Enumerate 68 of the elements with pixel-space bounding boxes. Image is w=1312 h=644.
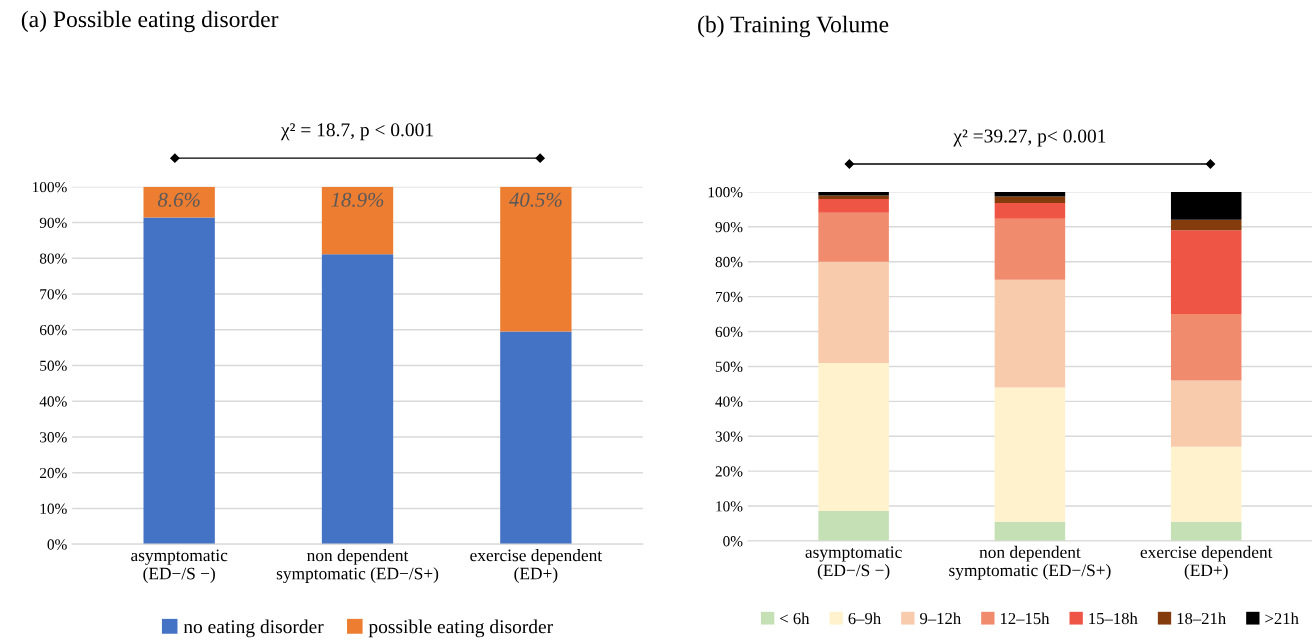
bar [321, 186, 394, 255]
y-tick-label: 10% [716, 501, 743, 512]
text: χ² =39.27, p< 0.001 [953, 129, 1106, 147]
legend-label: possible eating disorder [368, 619, 553, 638]
bar [994, 521, 1066, 541]
data-label: 18.9% [331, 192, 384, 207]
y-tick-label: 90% [715, 221, 743, 233]
y-tick-label: 0% [723, 536, 743, 547]
bar [818, 362, 889, 511]
y-tick-label: 100% [33, 181, 67, 193]
y-tick-label: 80% [715, 256, 743, 268]
data-label: 40.5% [509, 192, 562, 207]
y-tick-label: 0% [47, 539, 67, 550]
y-tick-label: 70% [40, 289, 67, 300]
bar [994, 196, 1066, 204]
legend-label: 18–21h [1177, 612, 1226, 625]
chart-title: (b) Training Volume [698, 15, 889, 38]
x-tick-label: non dependent symptomatic (ED−/S+) [276, 549, 439, 583]
y-tick-label: 60% [715, 326, 743, 338]
bar [1170, 230, 1242, 315]
y-tick-label: 50% [40, 360, 67, 371]
bar [1170, 314, 1242, 381]
bar [1170, 191, 1242, 220]
legend-label: < 6h [780, 612, 810, 625]
bar [321, 254, 394, 545]
legend-label: 9–12h [920, 612, 961, 625]
y-tick-label: 30% [715, 431, 743, 442]
y-tick-label: 40% [715, 396, 743, 407]
y-tick-label: 100% [708, 187, 743, 198]
bar [818, 261, 889, 363]
bar [1170, 521, 1242, 541]
y-tick-label: 50% [715, 361, 743, 372]
y-tick-label: 90% [39, 217, 67, 228]
data-label: 8.6% [157, 192, 200, 207]
legend-label: 15–18h [1089, 612, 1138, 625]
bar [994, 387, 1066, 522]
legend-label: >21h [1265, 612, 1299, 624]
y-tick-label: 10% [40, 503, 67, 514]
x-tick-label: non dependent symptomatic (ED−/S+) [949, 545, 1111, 580]
bar [500, 186, 572, 332]
bar [994, 218, 1066, 280]
bar [143, 217, 215, 545]
chart-title: (a) Possible eating disorder [21, 10, 279, 33]
legend-label: 6–9h [848, 612, 881, 625]
bar [500, 331, 572, 545]
bar [818, 510, 889, 541]
x-tick-label: asymptomatic (ED−/S −) [805, 546, 902, 580]
bar [994, 279, 1066, 388]
y-tick-label: 70% [715, 291, 743, 303]
y-tick-label: 20% [39, 467, 67, 479]
y-tick-label: 40% [39, 396, 67, 407]
bar [1170, 219, 1242, 231]
y-tick-label: 80% [39, 253, 67, 264]
text: χ² = 18.7, p < 0.001 [280, 123, 433, 141]
legend-label: 12–15h [1000, 612, 1050, 625]
x-tick-label: exercise dependent (ED+) [470, 549, 603, 583]
y-tick-label: 30% [40, 432, 67, 443]
bar [1170, 380, 1242, 447]
x-tick-label: exercise dependent (ED+) [1140, 545, 1273, 580]
x-tick-label: asymptomatic (ED−/S −) [131, 549, 228, 583]
y-tick-label: 60% [39, 324, 67, 336]
bar [818, 195, 889, 199]
bar [1170, 446, 1242, 522]
bar [818, 212, 889, 262]
legend-label: no eating disorder [183, 619, 324, 638]
y-tick-label: 20% [715, 466, 743, 477]
bar [994, 203, 1066, 219]
bar [818, 198, 889, 213]
